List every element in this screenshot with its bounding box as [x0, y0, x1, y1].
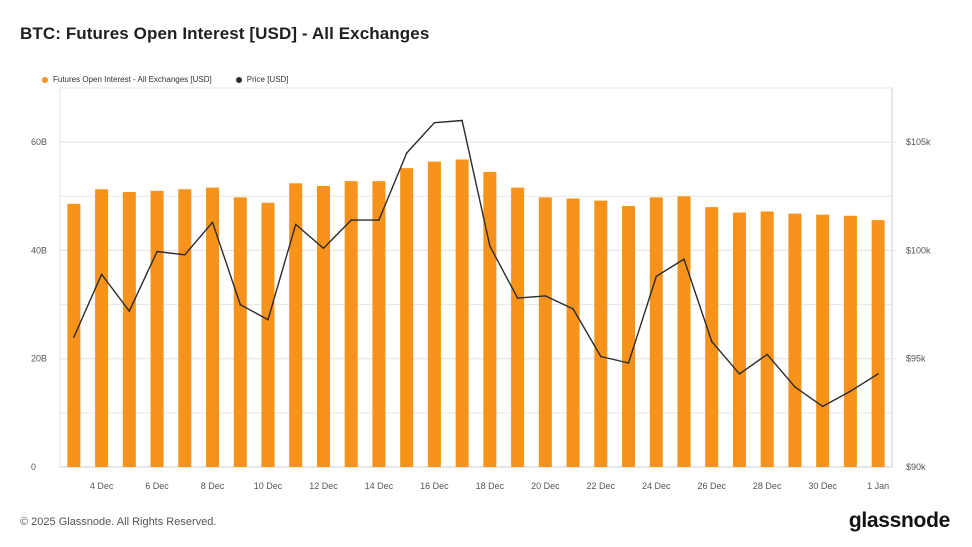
bar-open-interest [67, 203, 81, 467]
price-line [73, 119, 879, 408]
bar-open-interest [206, 187, 220, 467]
price-point [322, 247, 325, 250]
y-left-tick-label: 60B [31, 137, 47, 147]
price-point [572, 308, 574, 310]
bar-open-interest [289, 183, 303, 467]
y-right-tick-label: $95k [906, 354, 926, 364]
bar-open-interest [95, 189, 109, 468]
bar-open-interest [843, 215, 857, 467]
x-tick-label: 18 Dec [476, 481, 505, 491]
price-point [433, 121, 436, 124]
x-tick-label: 4 Dec [90, 481, 114, 491]
legend-item-price[interactable]: Price [USD] [235, 75, 289, 84]
price-point [267, 318, 269, 321]
bar-open-interest [538, 197, 552, 467]
price-point [100, 273, 103, 276]
y-right-tick-label: $90k [906, 462, 926, 472]
legend-label-price: Price [USD] [246, 75, 289, 84]
bar-open-interest [178, 189, 192, 468]
bar-open-interest [261, 202, 275, 468]
x-tick-label: 12 Dec [309, 481, 338, 491]
bar-open-interest [871, 220, 885, 467]
legend-item-open-interest[interactable]: Futures Open Interest - All Exchanges [U… [42, 75, 212, 84]
y-left-tick-label: 0 [31, 462, 36, 472]
x-tick-label: 30 Dec [808, 481, 837, 491]
x-tick-label: 8 Dec [201, 481, 225, 491]
legend-swatch-price [235, 76, 242, 83]
x-tick-label: 10 Dec [254, 481, 283, 491]
bar-open-interest [677, 196, 691, 468]
price-point [211, 221, 214, 224]
price-point [239, 303, 242, 306]
price-point [766, 353, 768, 356]
x-tick-label: 6 Dec [145, 481, 169, 491]
x-tick-label: 1 Jan [867, 481, 889, 491]
bar-open-interest [316, 185, 330, 467]
chart-title: BTC: Futures Open Interest [USD] - All E… [20, 24, 430, 43]
x-tick-label: 26 Dec [697, 481, 726, 491]
price-point [600, 355, 602, 358]
price-point [849, 390, 852, 393]
copyright-text: © 2025 Glassnode. All Rights Reserved. [20, 516, 217, 528]
legend-swatch-open-interest [42, 76, 48, 83]
bar-open-interest [816, 214, 830, 467]
brand-logo: glassnode [848, 509, 950, 532]
bar-open-interest [788, 213, 802, 467]
chart-legend: Futures Open Interest - All Exchanges [U… [42, 75, 289, 84]
x-tick-label: 24 Dec [642, 481, 671, 491]
bar-open-interest [622, 206, 636, 467]
bar-open-interest [594, 200, 608, 468]
price-point [683, 258, 685, 260]
y-left-tick-label: 20B [31, 354, 47, 364]
price-point [350, 219, 353, 221]
x-tick-label: 16 Dec [420, 481, 449, 491]
bar-open-interest [760, 211, 774, 467]
price-point [405, 152, 408, 154]
price-point [794, 386, 796, 388]
price-point [489, 245, 491, 247]
price-point [544, 295, 547, 297]
bar-open-interest [150, 190, 164, 467]
bar-open-interest [511, 187, 525, 467]
price-point [516, 297, 519, 299]
y-right-tick-label: $100k [906, 245, 931, 255]
price-point [627, 362, 630, 364]
bar-open-interest [122, 191, 136, 467]
price-point [128, 310, 131, 312]
bar-open-interest [427, 161, 441, 468]
price-point [378, 219, 380, 221]
x-tick-label: 28 Dec [753, 481, 782, 491]
bar-open-interest [732, 212, 746, 467]
y-right-tick-label: $105k [906, 137, 931, 147]
legend-label-open-interest: Futures Open Interest - All Exchanges [U… [53, 75, 212, 84]
bar-open-interest [372, 181, 386, 467]
bar-open-interest [344, 181, 358, 467]
bar-open-interest [233, 197, 247, 467]
x-tick-label: 20 Dec [531, 481, 560, 491]
price-point [821, 405, 824, 408]
price-point [73, 336, 75, 338]
price-point [156, 250, 158, 253]
price-point [294, 223, 297, 226]
x-tick-label: 14 Dec [365, 481, 394, 491]
bar-open-interest [649, 197, 663, 467]
x-tick-label: 22 Dec [587, 481, 616, 491]
bar-open-interest [483, 171, 497, 467]
bar-open-interest [455, 159, 469, 467]
y-left-tick-label: 40B [31, 245, 47, 255]
price-point [738, 373, 741, 375]
price-point [655, 275, 658, 278]
bar-open-interest [566, 198, 580, 468]
price-point [710, 340, 713, 343]
bar-open-interest [705, 207, 719, 467]
price-point [877, 373, 879, 375]
bar-open-interest [400, 168, 414, 468]
price-point [184, 253, 186, 256]
price-point [461, 119, 463, 122]
